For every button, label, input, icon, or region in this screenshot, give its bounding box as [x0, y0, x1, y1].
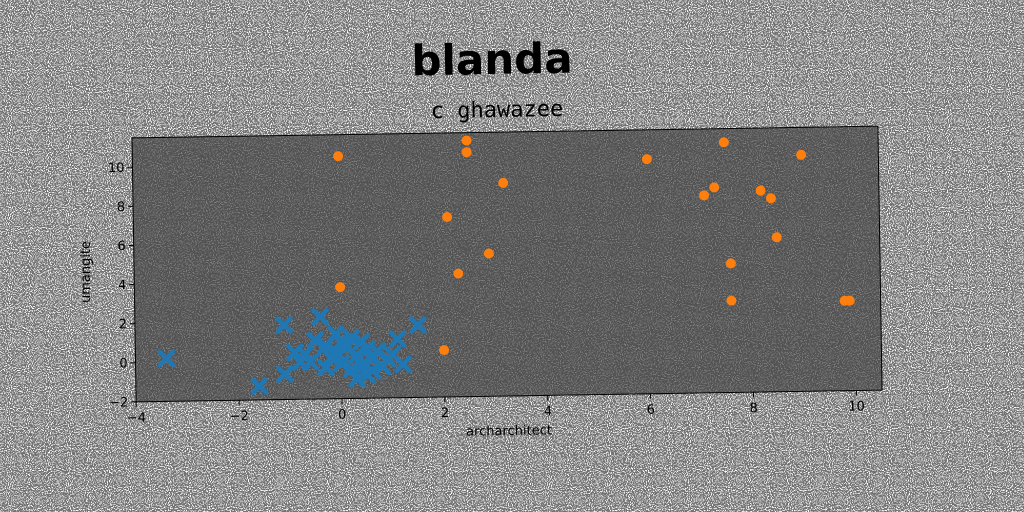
x-tick-label: 6	[647, 403, 656, 418]
series-point-x-marker	[394, 355, 412, 374]
series-point-x-marker	[311, 307, 329, 326]
series-point-x-marker	[250, 377, 269, 396]
series-point-circle-marker	[709, 182, 720, 193]
series-point-x-marker	[353, 356, 371, 374]
series-point-circle-marker	[718, 137, 729, 148]
series-point-x-marker	[409, 316, 427, 334]
series-point-circle-marker	[483, 248, 494, 259]
x-tick-label: 10	[848, 399, 865, 414]
series-point-circle-marker	[461, 147, 472, 158]
series-point-circle-marker	[461, 135, 472, 146]
y-tick-label: 0	[119, 356, 128, 371]
series-point-x-marker	[332, 354, 351, 373]
x-tick-label: 4	[544, 404, 553, 419]
y-axis-label: umangite	[79, 241, 94, 303]
y-tick-label: 2	[119, 317, 128, 332]
series-point-x-marker	[306, 331, 325, 350]
series-point-circle-marker	[765, 193, 776, 204]
y-tick-label: 6	[117, 239, 126, 254]
series-point-circle-marker	[442, 212, 453, 223]
series-point-x-marker	[286, 343, 304, 362]
chart-title: blanda	[411, 34, 573, 86]
x-tick-label: −4	[127, 411, 146, 426]
series-point-circle-marker	[641, 154, 652, 165]
plot-background-noise	[132, 126, 883, 402]
series-point-circle-marker	[796, 149, 807, 160]
series-point-x-marker	[157, 349, 176, 368]
y-tick-label: 4	[118, 278, 127, 293]
series-point-circle-marker	[755, 185, 766, 196]
plot-frame	[131, 125, 883, 403]
y-axis: −2 0 2 4 6 8 10	[108, 161, 137, 411]
y-tick-label: 10	[108, 161, 125, 176]
series-point-circle-marker	[725, 258, 736, 269]
series-point-x-marker	[363, 361, 382, 380]
series-point-circle-marker	[453, 268, 464, 279]
series-point-circle-marker	[439, 345, 450, 356]
x-tick-label: 0	[338, 408, 347, 423]
series-point-circle-marker	[498, 177, 509, 188]
series-point-circle-marker	[726, 295, 737, 306]
series-point-x-marker	[332, 333, 350, 351]
series-point-x-marker	[301, 353, 320, 371]
data-points	[157, 135, 855, 396]
series-point-circle-marker	[335, 282, 346, 293]
y-tick-label: −2	[109, 395, 128, 410]
x-tick-label: 8	[749, 401, 758, 416]
x-axis-label: archarchitect	[466, 423, 552, 439]
chart-subtitle: c ghawazee	[431, 97, 564, 124]
series-point-circle-marker	[699, 190, 710, 201]
series-point-x-marker	[275, 316, 294, 335]
x-axis: −4 −2 0 2 4 6 8 10	[127, 390, 865, 426]
series-point-x-marker	[347, 346, 366, 365]
x-tick-label: 2	[441, 406, 450, 421]
series-point-x-marker	[317, 358, 335, 377]
x-tick-label: −2	[230, 409, 249, 424]
series-point-x-marker	[388, 330, 407, 348]
series-point-x-marker	[378, 349, 397, 368]
series-point-circle-marker	[333, 151, 344, 162]
y-tick-label: 8	[117, 200, 126, 215]
series-point-circle-marker	[771, 232, 782, 243]
series-point-x-marker	[276, 365, 294, 383]
series-point-circle-marker	[844, 295, 855, 306]
